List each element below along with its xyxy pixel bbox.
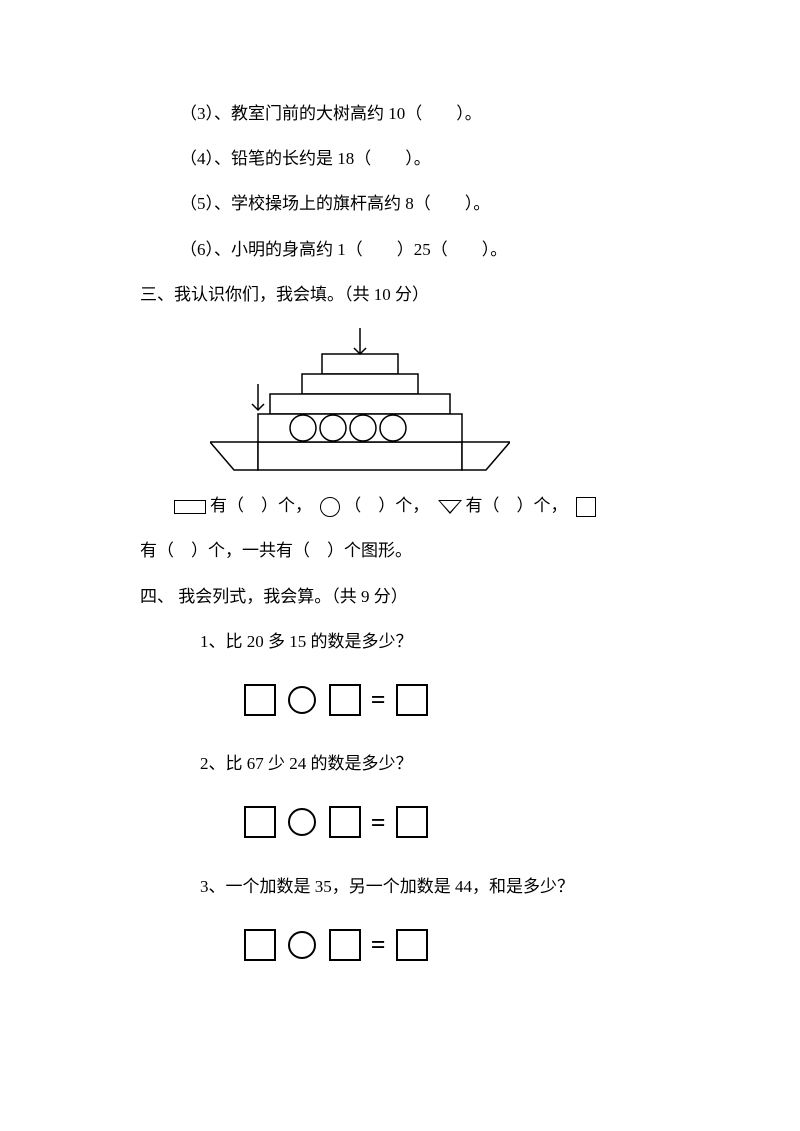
operator-circle [288, 686, 316, 714]
operand-box [329, 684, 361, 716]
item-3: （3）、教室门前的大树高约 10（ ）。 [100, 100, 700, 127]
equals-sign: = [371, 685, 386, 714]
worksheet-page: （3）、教室门前的大树高约 10（ ）。 （4）、铅笔的长约是 18（ ）。 （… [0, 0, 800, 966]
operand-box [244, 806, 276, 838]
result-box [396, 929, 428, 961]
equals-sign: = [371, 808, 386, 837]
circle-count-text: （ ）个， [344, 496, 429, 515]
equation-1: = [100, 679, 700, 721]
triangle-icon [438, 500, 462, 514]
problem-2: 2、比 67 少 24 的数是多少？ [100, 750, 700, 777]
equation-2: = [100, 802, 700, 844]
problem-3: 3、一个加数是 35，另一个加数是 44，和是多少？ [100, 873, 700, 900]
result-box [396, 684, 428, 716]
equals-sign: = [371, 930, 386, 959]
operator-circle [288, 808, 316, 836]
ship-figure [210, 326, 700, 484]
operator-circle [288, 931, 316, 959]
operand-box [244, 684, 276, 716]
item-4: （4）、铅笔的长约是 18（ ）。 [100, 145, 700, 172]
result-box [396, 806, 428, 838]
rectangle-icon [174, 500, 206, 514]
section-3-heading: 三、我认识你们，我会填。（共 10 分） [100, 281, 700, 308]
square-icon [576, 497, 596, 517]
triangle-count-text: 有（ ）个， [466, 496, 568, 515]
problem-1: 1、比 20 多 15 的数是多少？ [100, 628, 700, 655]
operand-box [329, 806, 361, 838]
item-5: （5）、学校操场上的旗杆高约 8（ ）。 [100, 190, 700, 217]
item-6: （6）、小明的身高约 1（ ）25（ ）。 [100, 236, 700, 263]
operand-box [329, 929, 361, 961]
operand-box [244, 929, 276, 961]
equation-3: = [100, 924, 700, 966]
shape-counts-line-1: 有（ ）个， （ ）个， 有（ ）个， [100, 492, 700, 519]
circle-icon [320, 497, 340, 517]
shape-counts-line-2: 有（ ）个，一共有（ ）个图形。 [100, 537, 700, 564]
ship-svg [210, 326, 510, 476]
section-4-heading: 四、 我会列式，我会算。（共 9 分） [100, 583, 700, 610]
rect-count-text: 有（ ）个， [210, 496, 312, 515]
